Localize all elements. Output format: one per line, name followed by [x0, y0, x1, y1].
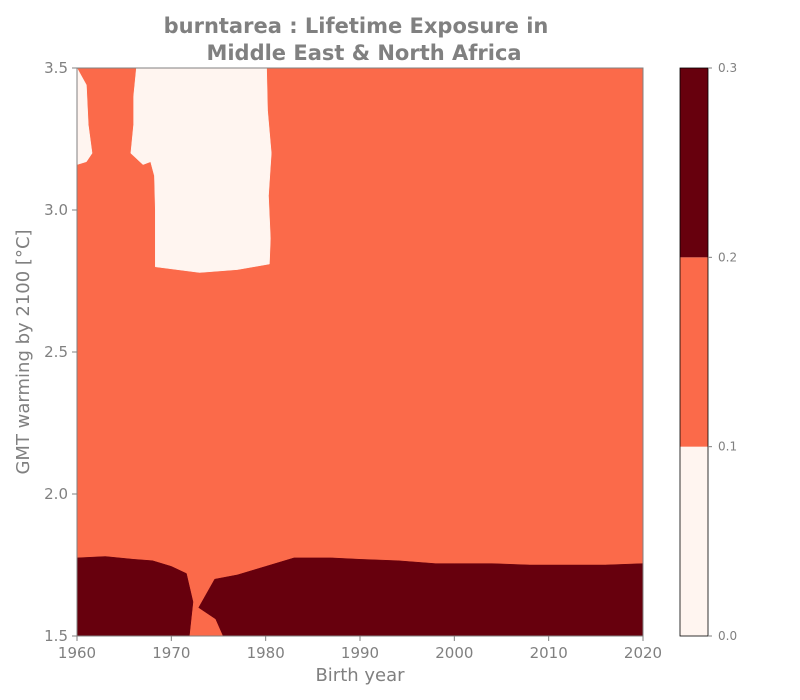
colorbar-bins	[680, 68, 708, 636]
colorbar: 0.0 0.1 0.2 0.3	[679, 61, 737, 643]
y-axis-label: GMT warming by 2100 [°C]	[13, 229, 34, 474]
x-tick-label: 1960	[58, 644, 96, 662]
x-axis: 1960 1970 1980 1990 2000 2010 2020	[58, 636, 662, 662]
y-axis: 1.5 2.0 2.5 3.0 3.5	[44, 59, 77, 645]
chart-title: burntarea : Lifetime Exposure in Middle …	[164, 14, 549, 65]
colorbar-bin-1	[680, 257, 708, 447]
x-tick-label: 2000	[435, 644, 473, 662]
colorbar-tick-label: 0.3	[718, 61, 737, 75]
contour-region-3	[198, 557, 644, 637]
colorbar-ticks: 0.0 0.1 0.2 0.3	[708, 61, 737, 643]
y-tick-label: 1.5	[44, 627, 68, 645]
plot-area	[76, 67, 644, 637]
colorbar-frame	[679, 67, 709, 637]
y-tick-label: 3.0	[44, 201, 68, 219]
contour-region-1	[130, 67, 272, 273]
x-tick-label: 1990	[341, 644, 379, 662]
colorbar-tick-label: 0.0	[718, 629, 737, 643]
chart-title-line-2: Middle East & North Africa	[206, 41, 521, 65]
x-tick-label: 2020	[624, 644, 662, 662]
chart-title-line-1: burntarea : Lifetime Exposure in	[164, 14, 549, 38]
colorbar-bin-2	[680, 68, 708, 258]
x-tick-label: 2010	[530, 644, 568, 662]
x-axis-label: Birth year	[315, 665, 405, 686]
colorbar-tick-label: 0.2	[718, 250, 737, 264]
contour-region-2	[76, 556, 194, 637]
y-tick-label: 3.5	[44, 59, 68, 77]
contour-regions	[76, 67, 644, 637]
colorbar-tick-label: 0.1	[718, 440, 737, 454]
x-tick-label: 1980	[247, 644, 285, 662]
y-tick-label: 2.0	[44, 485, 68, 503]
x-tick-label: 1970	[152, 644, 190, 662]
colorbar-bin-0	[680, 446, 708, 636]
y-tick-label: 2.5	[44, 343, 68, 361]
